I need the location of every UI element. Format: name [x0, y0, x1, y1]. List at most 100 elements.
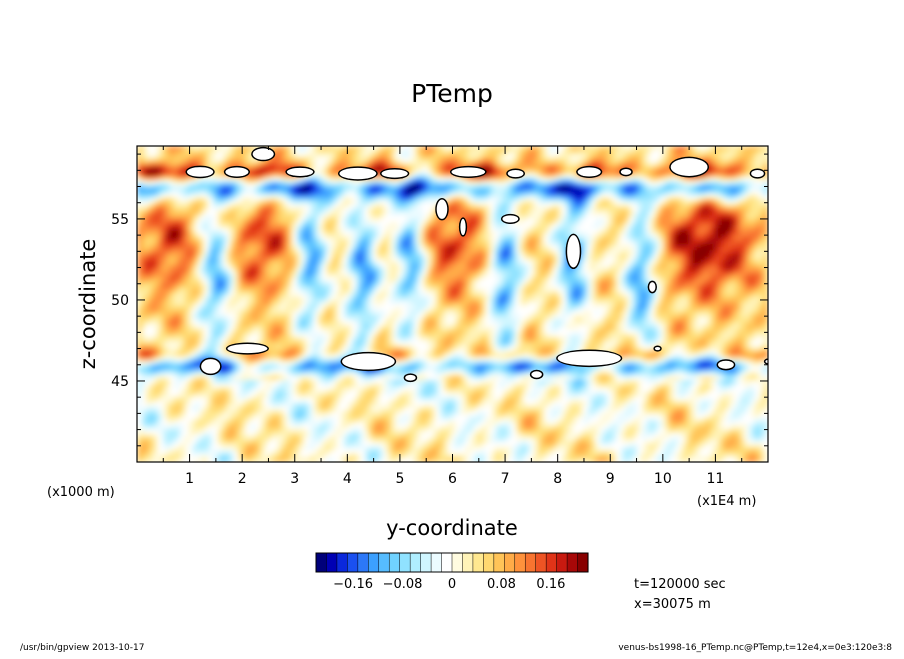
heatmap-cell [389, 190, 395, 194]
heatmap-cell [380, 237, 386, 242]
heatmap-cell [692, 206, 698, 210]
heatmap-cell [624, 209, 630, 213]
heatmap-cell [406, 183, 412, 188]
heatmap-cell [494, 212, 500, 217]
heatmap-cell [208, 215, 214, 220]
heatmap-cell [364, 247, 369, 251]
heatmap-cell [296, 146, 302, 150]
heatmap-cell [532, 212, 538, 217]
heatmap-cell [730, 161, 735, 166]
heatmap-cell [599, 149, 605, 153]
heatmap-cell [641, 171, 647, 176]
heatmap-cell [734, 146, 740, 150]
heatmap-cell [696, 221, 702, 226]
heatmap-cell [179, 202, 184, 207]
heatmap-cell [444, 187, 449, 191]
heatmap-cell [725, 202, 731, 207]
heatmap-cell [372, 218, 378, 223]
heatmap-cell [402, 231, 407, 236]
heatmap-cell [246, 243, 252, 248]
heatmap-cell [688, 199, 693, 204]
heatmap-cell [402, 202, 407, 207]
heatmap-cell [242, 221, 247, 226]
heatmap-cell [271, 228, 277, 232]
heatmap-cell [763, 231, 768, 236]
heatmap-cell [595, 149, 601, 153]
heatmap-cell [671, 152, 677, 157]
heatmap-cell [317, 228, 323, 232]
heatmap-cell [355, 225, 361, 229]
heatmap-cell [759, 212, 765, 217]
heatmap-cell [540, 243, 546, 248]
heatmap-cell [515, 146, 521, 150]
heatmap-cell [477, 243, 483, 248]
heatmap-cell [738, 247, 744, 251]
heatmap-cell [734, 199, 740, 204]
heatmap-cell [301, 187, 306, 191]
heatmap-cell [145, 206, 151, 210]
heatmap-cell [591, 234, 597, 239]
heatmap-cell [502, 196, 508, 201]
heatmap-cell [208, 161, 214, 166]
heatmap-cell [393, 199, 399, 204]
heatmap-cell [229, 231, 235, 236]
heatmap-cell [490, 234, 496, 239]
heatmap-cell [540, 187, 546, 191]
heatmap-cell [145, 234, 151, 239]
heatmap-cell [183, 177, 189, 182]
heatmap-cell [204, 237, 210, 242]
heatmap-cell [755, 228, 761, 232]
heatmap-cell [317, 149, 323, 153]
heatmap-cell [591, 180, 597, 185]
heatmap-cell [153, 168, 159, 172]
heatmap-cell [406, 193, 412, 198]
heatmap-cell [641, 190, 647, 194]
heatmap-cell [616, 202, 622, 207]
heatmap-cell [402, 206, 407, 210]
heatmap-cell [402, 158, 407, 163]
heatmap-cell [435, 146, 441, 150]
heatmap-cell [637, 231, 643, 236]
heatmap-cell [709, 228, 714, 232]
heatmap-cell [229, 237, 235, 242]
heatmap-cell [364, 158, 369, 163]
heatmap-cell [519, 228, 525, 232]
heatmap-cell [730, 149, 735, 153]
heatmap-cell [145, 228, 151, 232]
heatmap-cell [620, 221, 626, 226]
heatmap-cell [599, 177, 605, 182]
heatmap-cell [587, 196, 592, 201]
heatmap-cell [237, 190, 243, 194]
heatmap-cell [359, 215, 365, 220]
heatmap-cell [725, 168, 731, 172]
heatmap-cell [759, 187, 765, 191]
heatmap-cell [221, 225, 226, 229]
heatmap-cell [591, 190, 597, 194]
heatmap-cell [204, 155, 210, 160]
heatmap-cell [423, 149, 428, 153]
heatmap-cell [730, 190, 735, 194]
heatmap-cell [465, 149, 470, 153]
heatmap-cell [305, 240, 311, 245]
heatmap-cell [507, 152, 512, 157]
heatmap-cell [145, 202, 151, 207]
heatmap-cell [524, 221, 529, 226]
heatmap-cell [608, 180, 613, 185]
heatmap-cell [187, 225, 193, 229]
heatmap-cell [166, 177, 172, 182]
heatmap-cell [755, 206, 761, 210]
heatmap-cell [444, 152, 449, 157]
heatmap-cell [704, 190, 710, 194]
heatmap-cell [717, 180, 723, 185]
heatmap-cell [532, 155, 538, 160]
heatmap-cell [330, 193, 336, 198]
heatmap-cell [738, 196, 744, 201]
heatmap-cell [410, 196, 416, 201]
heatmap-cell [502, 190, 508, 194]
heatmap-cell [246, 228, 252, 232]
heatmap-cell [477, 155, 483, 160]
heatmap-cell [460, 177, 466, 182]
heatmap-cell [376, 183, 382, 188]
heatmap-cell [406, 206, 412, 210]
heatmap-cell [608, 168, 613, 172]
